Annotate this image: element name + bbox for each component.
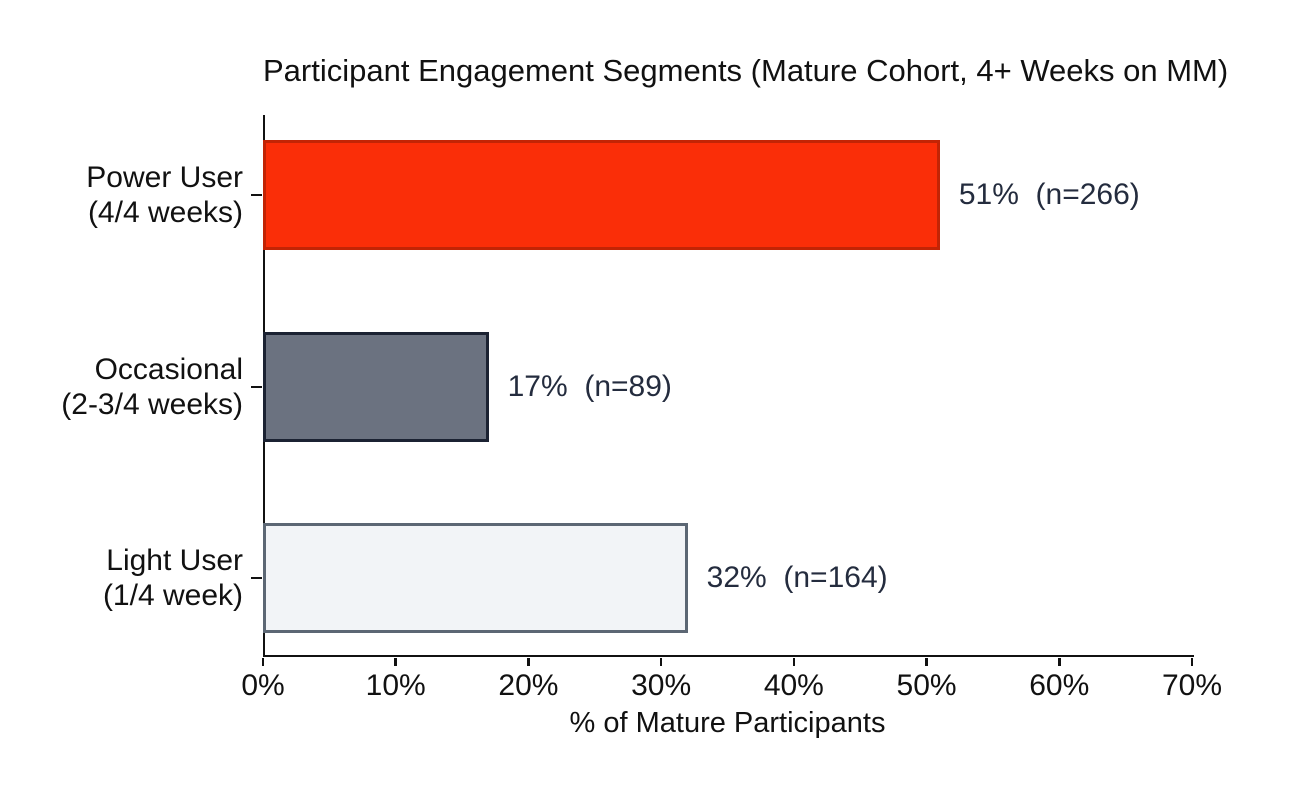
bar-power-user (263, 140, 940, 250)
x-axis-label: % of Mature Participants (569, 707, 886, 739)
y-tick-label: Light User (1/4 week) (103, 543, 243, 613)
x-tick-mark (792, 657, 796, 666)
x-tick-mark (659, 657, 663, 666)
bar-value-annotation: 17% (n=89) (507, 370, 672, 403)
x-tick-label: 10% (365, 669, 426, 702)
y-tick-mark (251, 385, 262, 389)
x-tick-label: 60% (1029, 669, 1090, 702)
x-tick-label: 50% (896, 669, 957, 702)
bar-value-annotation: 32% (n=164) (706, 561, 888, 594)
chart-title: Participant Engagement Segments (Mature … (263, 53, 1229, 88)
bar-light-user (263, 523, 688, 633)
x-tick-mark (394, 657, 397, 666)
x-tick-mark (1058, 657, 1061, 666)
y-tick-mark (251, 193, 262, 197)
x-tick-mark (261, 657, 265, 666)
y-tick-label: Power User (4/4 weeks) (86, 160, 243, 230)
y-tick-label-line: Occasional (94, 353, 243, 386)
x-tick-mark (1190, 657, 1194, 666)
y-tick-label-line: (1/4 week) (102, 579, 243, 612)
x-tick-label: 70% (1161, 669, 1223, 702)
x-tick-label: 20% (498, 669, 559, 702)
x-tick-mark (527, 657, 530, 666)
y-tick-mark (251, 576, 262, 580)
bar-occasional (263, 332, 489, 442)
y-tick-label-line: (2-3/4 weeks) (61, 388, 243, 421)
x-tick-label: 0% (241, 669, 285, 702)
y-tick-label-line: Light User (106, 544, 243, 577)
y-tick-label: Occasional (2-3/4 weeks) (61, 352, 243, 422)
y-tick-label-line: Power User (86, 161, 243, 194)
bar-value-annotation: 51% (n=266) (958, 178, 1140, 211)
x-tick-label: 40% (763, 669, 824, 702)
y-tick-label-line: (4/4 weeks) (87, 196, 243, 229)
x-tick-label: 30% (631, 669, 692, 702)
x-tick-mark (925, 657, 928, 666)
